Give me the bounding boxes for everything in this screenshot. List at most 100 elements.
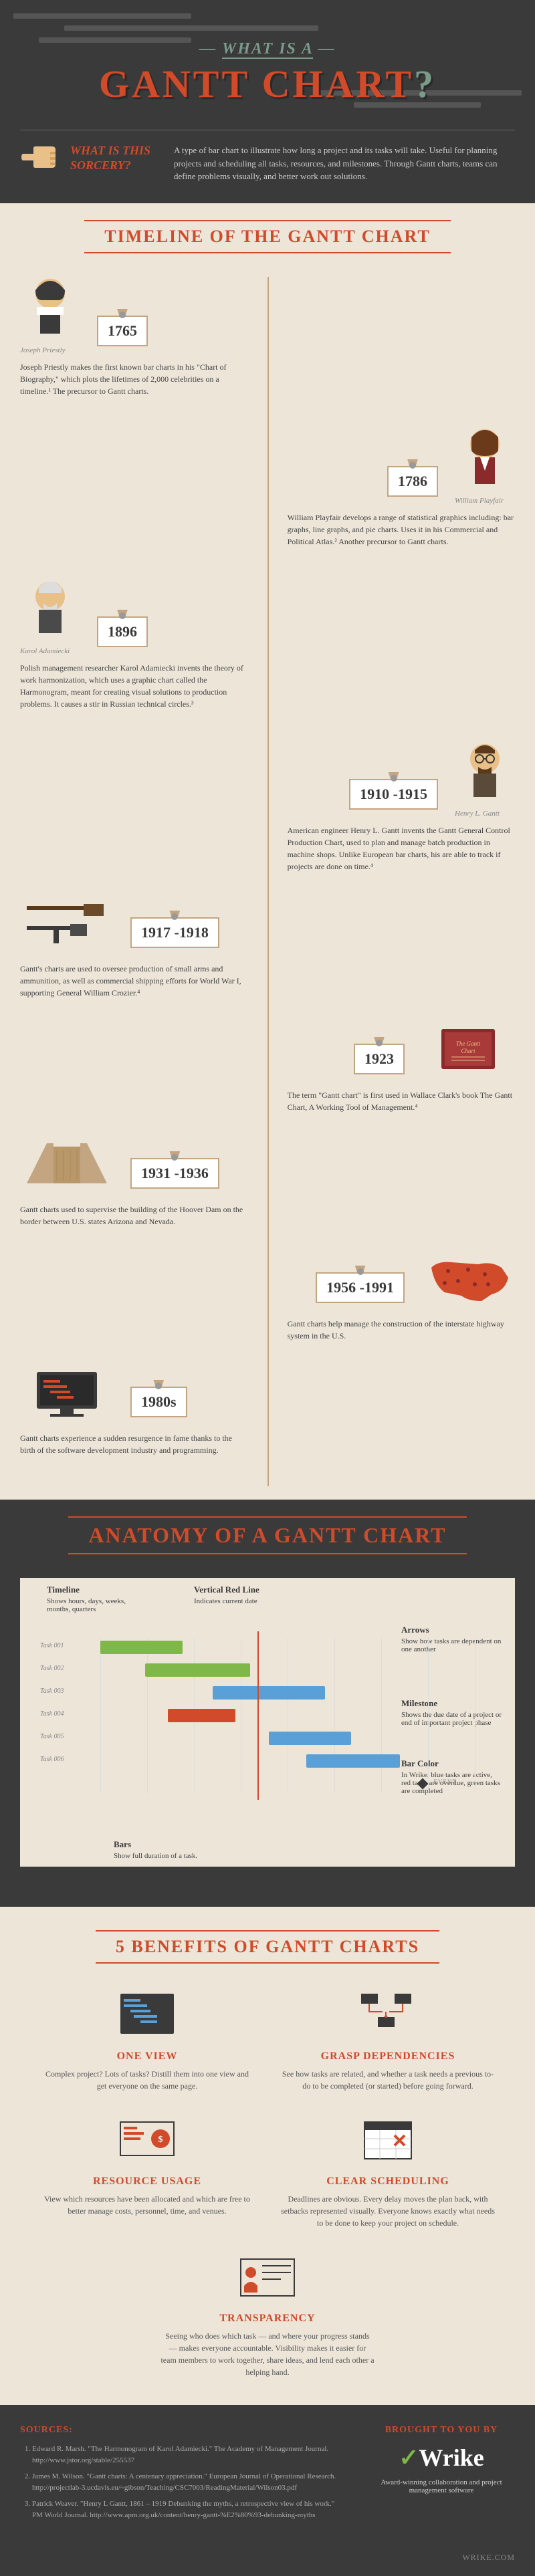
gantt-row: Task 006 xyxy=(100,1752,475,1770)
current-date-line xyxy=(257,1631,259,1800)
year-box: 1956 -1991 xyxy=(316,1272,405,1303)
pointing-hand-icon xyxy=(20,144,60,170)
timeline-item: The GanttChart1923The term "Gantt chart"… xyxy=(288,1022,515,1113)
svg-text:Chart: Chart xyxy=(461,1048,475,1054)
timeline-item: 1917 -1918 Gantt's charts are used to ove… xyxy=(20,896,247,999)
benefit-item: TRANSPARENCY Seeing who does which task —… xyxy=(160,2249,374,2378)
benefits-section: 5 BENEFITS OF GANTT CHARTS ONE VIEW Compl… xyxy=(0,1907,535,2405)
timeline-item: Joseph Priestly1765Joseph Priestly makes… xyxy=(20,270,247,397)
year-box: 1765 xyxy=(97,316,148,346)
benefit-desc: See how tasks are related, and whether a… xyxy=(281,2068,495,2092)
task-label: Task 004 xyxy=(40,1710,64,1718)
benefits-header: 5 BENEFITS OF GANTT CHARTS xyxy=(20,1913,515,1974)
timeline-desc: Gantt's charts are used to oversee produ… xyxy=(20,963,247,999)
benefit-desc: Seeing who does which task — and where y… xyxy=(160,2330,374,2378)
timeline-desc: William Playfair develops a range of sta… xyxy=(288,511,515,548)
gantt-bar xyxy=(306,1754,400,1768)
sources: SOURCES: Edward R. Marsh. "The Harmonogr… xyxy=(20,2425,341,2527)
header: — WHAT IS A — GANTT CHART? WHAT IS THIS … xyxy=(0,0,535,203)
resource-icon: $ xyxy=(114,2112,181,2165)
timeline-desc: Gantt charts used to supervise the build… xyxy=(20,1203,247,1227)
timeline-item: 1980s Gantt charts experience a sudden re… xyxy=(20,1365,247,1456)
source-item: Patrick Weaver. "Henry L Gantt, 1861 – 1… xyxy=(32,2498,341,2522)
illustration-icon: The GanttChart xyxy=(421,1022,515,1076)
gantt-bar xyxy=(100,1641,183,1654)
benefit-item: $ RESOURCE USAGE View which resources have… xyxy=(40,2112,254,2229)
timeline-title: TIMELINE OF THE GANTT CHART xyxy=(84,220,450,253)
brought-title: BROUGHT TO YOU BY xyxy=(368,2425,515,2436)
benefit-desc: Complex project? Lots of tasks? Distill … xyxy=(40,2068,254,2092)
year-box: 1917 -1918 xyxy=(130,917,219,948)
timeline-item: Karol Adamiecki1896Polish management res… xyxy=(20,571,247,710)
gantt-bar xyxy=(168,1709,235,1722)
portrait-icon xyxy=(20,571,80,645)
brought-by: BROUGHT TO YOU BY ✓Wrike Award-winning c… xyxy=(368,2425,515,2527)
footer: SOURCES: Edward R. Marsh. "The Harmonogr… xyxy=(0,2405,535,2547)
person-name: Henry L. Gantt xyxy=(455,810,515,818)
benefit-title: CLEAR SCHEDULING xyxy=(281,2176,495,2188)
event-label: EVENT xyxy=(433,1778,457,1785)
timeline-desc: Gantt charts experience a sudden resurge… xyxy=(20,1432,247,1456)
benefit-title: RESOURCE USAGE xyxy=(40,2176,254,2188)
portrait-icon xyxy=(20,270,80,344)
benefit-desc: Deadlines are obvious. Every delay moves… xyxy=(281,2193,495,2229)
benefit-title: TRANSPARENCY xyxy=(160,2313,374,2325)
gantt-row: Task 005 xyxy=(100,1729,475,1748)
title-main: GANTT CHART? xyxy=(20,62,515,106)
footer-tagline: Award-winning collaboration and project … xyxy=(368,2478,515,2494)
portrait-icon xyxy=(455,733,515,807)
benefit-item: GRASP DEPENDENCIES See how tasks are rela… xyxy=(281,1987,495,2092)
anatomy-header: ANATOMY OF A GANTT CHART xyxy=(0,1500,535,1564)
anatomy-title: ANATOMY OF A GANTT CHART xyxy=(68,1516,466,1554)
svg-text:$: $ xyxy=(158,2135,163,2145)
sorcery-label: WHAT IS THIS SORCERY? xyxy=(70,144,164,172)
gantt-row: Task 002 xyxy=(100,1661,475,1679)
callout-redline: Vertical Red LineIndicates current date xyxy=(194,1585,259,1605)
gantt-bar xyxy=(213,1686,325,1700)
timeline-desc: American engineer Henry L. Gantt invents… xyxy=(288,824,515,872)
callout-bars: BarsShow full duration of a task. xyxy=(114,1839,197,1860)
task-label: Task 001 xyxy=(40,1642,64,1649)
benefit-desc: View which resources have been allocated… xyxy=(40,2193,254,2217)
svg-text:The Gantt: The Gantt xyxy=(456,1040,481,1047)
benefit-item: CLEAR SCHEDULING Deadlines are obvious. E… xyxy=(281,2112,495,2229)
gantt-visualization: Task 001 Task 002 Task 003 Task 004 Task 005… xyxy=(100,1638,475,1793)
year-box: 1786 xyxy=(387,466,438,497)
timeline-item: 1956 -1991 Gantt charts help manage the c… xyxy=(288,1251,515,1342)
task-label: Task 002 xyxy=(40,1665,64,1672)
task-label: Task 003 xyxy=(40,1687,64,1695)
benefit-title: ONE VIEW xyxy=(40,2051,254,2063)
portrait-icon xyxy=(455,421,515,494)
year-box: 1923 xyxy=(354,1044,405,1074)
anatomy-section: ANATOMY OF A GANTT CHART TimelineShows h… xyxy=(0,1500,535,1907)
title-pre: — WHAT IS A — xyxy=(20,40,515,58)
wrike-logo: ✓Wrike xyxy=(368,2444,515,2472)
timeline-item: Henry L. Gantt1910 -1915American enginee… xyxy=(288,733,515,872)
task-label: Task 006 xyxy=(40,1756,64,1763)
illustration-icon xyxy=(20,1137,114,1190)
transparency-icon xyxy=(234,2249,301,2303)
task-label: Task 005 xyxy=(40,1733,64,1740)
illustration-icon xyxy=(20,896,114,949)
timeline-desc: Joseph Priestly makes the first known ba… xyxy=(20,361,247,397)
timeline-desc: Gantt charts help manage the constructio… xyxy=(288,1318,515,1342)
sources-title: SOURCES: xyxy=(20,2425,341,2436)
gantt-row: Task 004 xyxy=(100,1706,475,1725)
gantt-row: Task 001 xyxy=(100,1638,475,1657)
timeline: Joseph Priestly1765Joseph Priestly makes… xyxy=(0,263,535,1500)
timeline-header: TIMELINE OF THE GANTT CHART xyxy=(0,203,535,263)
anatomy-canvas: TimelineShows hours, days, weeks, months… xyxy=(20,1578,515,1867)
benefit-title: GRASP DEPENDENCIES xyxy=(281,2051,495,2063)
year-box: 1931 -1936 xyxy=(130,1158,219,1189)
source-item: James M. Wilson. "Gantt charts: A centen… xyxy=(32,2471,341,2494)
illustration-icon xyxy=(421,1251,515,1304)
infographic-page: — WHAT IS A — GANTT CHART? WHAT IS THIS … xyxy=(0,0,535,2576)
title-box: — WHAT IS A — GANTT CHART? xyxy=(20,27,515,113)
year-box: 1980s xyxy=(130,1387,187,1417)
gantt-bar xyxy=(145,1663,250,1677)
timeline-desc: Polish management researcher Karol Adami… xyxy=(20,662,247,710)
oneview-icon xyxy=(114,1987,181,2040)
benefits-title: 5 BENEFITS OF GANTT CHARTS xyxy=(96,1930,439,1964)
intro-text: A type of bar chart to illustrate how lo… xyxy=(174,144,515,183)
gantt-row: Task 003 xyxy=(100,1683,475,1702)
